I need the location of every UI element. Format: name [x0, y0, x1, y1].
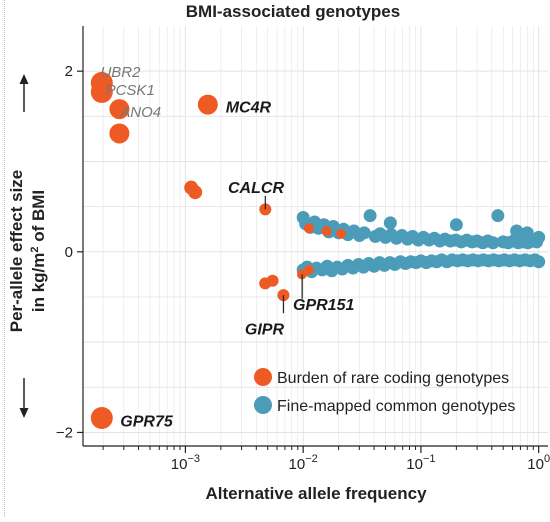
legend-swatch-common	[254, 396, 272, 414]
common-point	[449, 218, 463, 232]
rare-point	[188, 185, 203, 200]
gene-label: UBR2	[100, 64, 141, 81]
y-arrow-down-icon	[19, 378, 29, 418]
x-tick-label: 100	[527, 453, 550, 473]
common-point	[357, 226, 371, 240]
y-axis-label: Per-allele effect size in kg/m2 of BMI	[7, 170, 48, 333]
legend: Burden of rare coding genotypes Fine-map…	[254, 368, 515, 415]
x-ticks: 10−3 10−2 10−1 100	[102, 446, 550, 473]
common-point	[532, 230, 546, 244]
common-point	[510, 224, 524, 238]
rare-point	[336, 228, 347, 239]
legend-swatch-rare	[254, 368, 272, 386]
common-point	[532, 255, 546, 269]
left-dotted-border	[4, 0, 5, 517]
rare-point	[266, 274, 279, 287]
y-tick-label: 0	[65, 244, 73, 261]
y-axis-label-sup: 2	[29, 247, 41, 253]
x-tick-label: 10−2	[289, 453, 318, 473]
legend-label-rare: Burden of rare coding genotypes	[277, 370, 509, 387]
rare-point	[90, 80, 113, 103]
gene-label: GPR151	[293, 297, 354, 314]
y-arrow-up-icon	[19, 74, 29, 112]
rare-point	[109, 99, 130, 120]
common-point	[486, 236, 500, 250]
y-axis-label-line2: in kg/m2 of BMI	[29, 190, 48, 312]
x-tick-label: 10−3	[171, 453, 200, 473]
y-axis-label-unit: in kg/m	[29, 253, 48, 313]
rare-point	[197, 94, 218, 115]
common-point	[520, 226, 534, 240]
rare-point	[321, 226, 332, 237]
rare-point	[90, 407, 113, 429]
y-tick-label: 2	[65, 63, 73, 80]
x-axis-label: Alternative allele frequency	[205, 484, 427, 503]
chart-title: BMI-associated genotypes	[186, 2, 400, 21]
legend-label-common: Fine-mapped common genotypes	[277, 398, 515, 415]
x-tick-label: 10−1	[406, 453, 435, 473]
gene-label: GPR75	[120, 414, 174, 431]
gene-label: GIPR	[245, 322, 285, 339]
axes	[82, 26, 548, 447]
gene-label: CALCR	[228, 180, 284, 197]
rare-point	[303, 223, 314, 234]
common-point	[383, 216, 397, 230]
y-tick-label: −2	[56, 424, 73, 441]
common-point	[363, 209, 377, 223]
leader-lines	[264, 195, 303, 314]
gene-label: PCSK1	[106, 82, 155, 99]
y-axis-label-suffix: of BMI	[29, 190, 48, 247]
gene-label: MC4R	[226, 99, 272, 116]
gene-label: ANO4	[119, 104, 161, 121]
y-axis-label-line1: Per-allele effect size	[7, 170, 26, 333]
rare-point	[109, 123, 130, 144]
y-ticks: −2 0 2	[56, 63, 83, 441]
series-rare-points	[90, 71, 347, 429]
rare-point	[303, 264, 314, 275]
common-point	[491, 209, 505, 223]
